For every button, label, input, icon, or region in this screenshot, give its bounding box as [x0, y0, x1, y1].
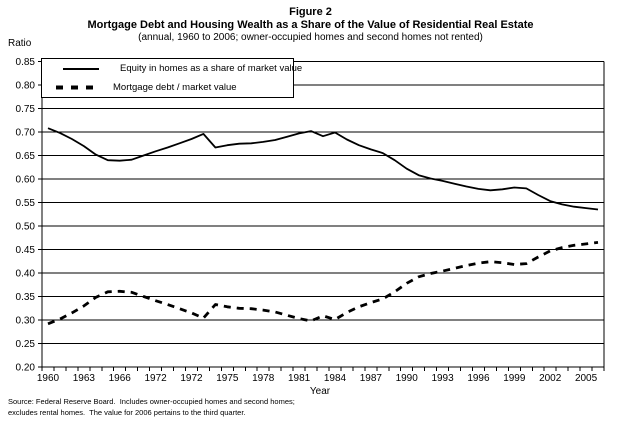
legend-label-mortgage: Mortgage debt / market value — [113, 82, 237, 93]
y-tick-label: 0.30 — [16, 316, 36, 327]
y-tick-label: 0.60 — [16, 175, 36, 186]
figure-number: Figure 2 — [289, 6, 332, 18]
y-tick-label: 0.45 — [16, 245, 36, 256]
source-footnote: Source: Federal Reserve Board. Includes … — [8, 396, 295, 418]
legend-item-equity: Equity in homes as a share of market val… — [42, 60, 302, 78]
y-tick-label: 0.65 — [16, 151, 36, 162]
y-tick-label: 0.50 — [16, 222, 36, 233]
x-tick-label: 1960 — [37, 373, 60, 384]
legend-box: Equity in homes as a share of market val… — [41, 58, 302, 98]
legend-label-equity: Equity in homes as a share of market val… — [120, 63, 303, 74]
x-tick-label: 2002 — [539, 373, 562, 384]
y-tick-label: 0.55 — [16, 198, 36, 209]
x-tick-label: 1999 — [503, 373, 526, 384]
x-tick-label: 1963 — [73, 373, 96, 384]
x-tick-label: 1972 — [144, 373, 167, 384]
y-tick-label: 0.40 — [16, 269, 36, 280]
footnote-line-2: excludes rental homes. The value for 200… — [8, 408, 246, 417]
y-tick-label: 0.85 — [16, 57, 36, 68]
footnote-line-1: Source: Federal Reserve Board. Includes … — [8, 397, 295, 406]
x-tick-label: 1975 — [216, 373, 239, 384]
figure-subtitle-note: (annual, 1960 to 2006; owner-occupied ho… — [138, 32, 483, 43]
y-tick-label: 0.35 — [16, 292, 36, 303]
y-tick-label: 0.80 — [16, 81, 36, 92]
y-tick-label: 0.75 — [16, 104, 36, 115]
x-tick-label: 1981 — [288, 373, 311, 384]
legend-item-mortgage: Mortgage debt / market value — [42, 79, 293, 97]
x-tick-label: 1990 — [396, 373, 419, 384]
x-tick-label: 2005 — [575, 373, 598, 384]
mortgage-debt-line — [47, 241, 599, 326]
x-tick-label: 1966 — [109, 373, 132, 384]
figure-title: Mortgage Debt and Housing Wealth as a Sh… — [87, 19, 534, 31]
title-block: Figure 2 Mortgage Debt and Housing Wealt… — [0, 6, 621, 44]
mortgage-line-sample — [56, 85, 113, 90]
y-tick-label: 0.70 — [16, 128, 36, 139]
x-tick-label: 1993 — [431, 373, 454, 384]
y-tick-label: 0.25 — [16, 339, 36, 350]
x-tick-label: 1996 — [467, 373, 490, 384]
equity-line-sample — [63, 67, 120, 71]
x-tick-label: 1984 — [324, 373, 347, 384]
x-axis-title: Year — [309, 386, 331, 397]
x-tick-label: 1972 — [180, 373, 203, 384]
x-tick-label: 1978 — [252, 373, 275, 384]
equity-line — [47, 127, 599, 211]
y-axis-title: Ratio — [8, 38, 32, 49]
y-tick-label: 0.20 — [16, 363, 36, 374]
x-tick-label: 1987 — [360, 373, 383, 384]
